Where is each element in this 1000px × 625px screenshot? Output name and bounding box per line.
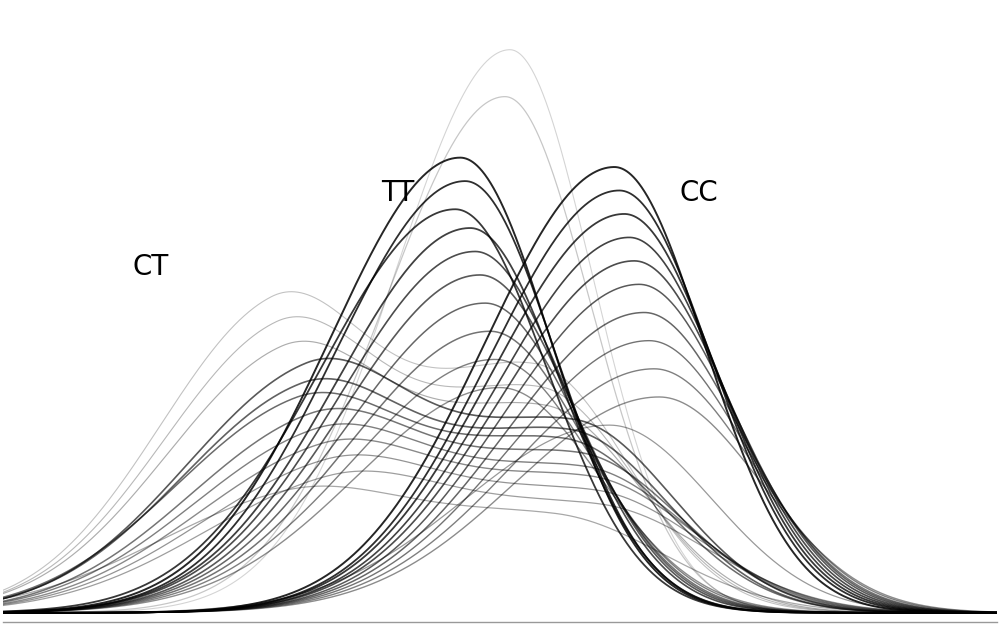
Text: CT: CT bbox=[132, 253, 168, 281]
Text: TT: TT bbox=[381, 179, 414, 207]
Text: CC: CC bbox=[679, 179, 718, 207]
